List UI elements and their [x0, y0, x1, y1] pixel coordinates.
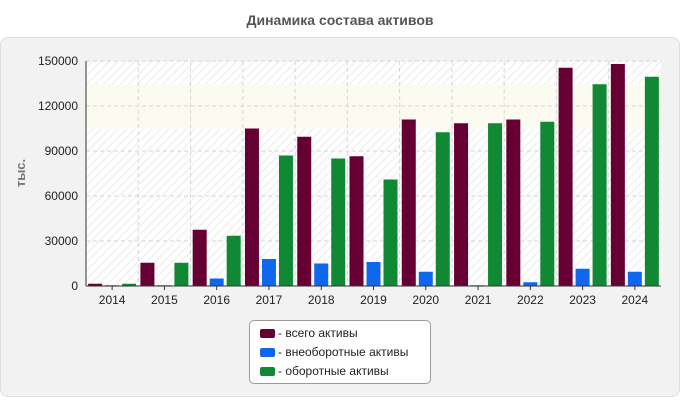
bar-total-2014 [88, 283, 103, 286]
legend-item-total: - всего активы [260, 325, 358, 341]
bar-noncurrent-2024 [627, 271, 642, 286]
legend-swatch-noncurrent [260, 347, 275, 357]
bar-noncurrent-2023 [575, 268, 590, 286]
x-tick-label: 2017 [256, 293, 283, 307]
legend-label-noncurrent: - внеоборотные активы [278, 345, 409, 359]
x-tick-label: 2015 [151, 293, 178, 307]
bar-total-2017 [244, 128, 259, 286]
y-tick-label: 0 [71, 279, 78, 293]
legend-item-current: - оборотные активы [260, 363, 389, 379]
x-tick-label: 2022 [517, 293, 544, 307]
bar-total-2016 [192, 229, 207, 286]
bar-current-2016 [226, 235, 241, 286]
legend-label-total: - всего активы [278, 326, 358, 340]
bar-total-2015 [140, 262, 155, 286]
x-tick-label: 2014 [99, 293, 126, 307]
y-axis-label: тыс. [13, 159, 28, 187]
bar-current-2019 [383, 179, 398, 286]
legend-swatch-current [260, 366, 275, 376]
bar-noncurrent-2019 [366, 262, 381, 286]
y-tick-label: 90000 [45, 144, 79, 158]
x-tick-label: 2018 [308, 293, 335, 307]
y-tick-label: 30000 [45, 234, 79, 248]
x-tick-label: 2021 [465, 293, 492, 307]
y-tick-label: 150000 [38, 54, 78, 68]
bar-current-2018 [331, 158, 346, 286]
bar-current-2017 [278, 155, 293, 286]
x-tick-label: 2019 [360, 293, 387, 307]
bar-current-2023 [592, 84, 607, 286]
bar-total-2023 [558, 67, 573, 286]
bar-current-2020 [435, 132, 450, 286]
y-tick-label: 60000 [45, 189, 79, 203]
legend-item-noncurrent: - внеоборотные активы [260, 344, 408, 360]
bar-total-2022 [506, 119, 521, 286]
x-tick-label: 2016 [203, 293, 230, 307]
bar-current-2014 [122, 283, 137, 286]
legend-label-current: - оборотные активы [278, 364, 389, 378]
y-tick-label: 120000 [38, 99, 78, 113]
x-tick-label: 2024 [622, 293, 649, 307]
bar-total-2020 [401, 119, 416, 286]
bar-noncurrent-2016 [209, 278, 224, 286]
x-tick-label: 2020 [412, 293, 439, 307]
bar-current-2024 [644, 76, 659, 286]
chart-legend: - всего активы - внеоборотные активы - о… [249, 320, 431, 384]
legend-swatch-total [260, 328, 275, 338]
bar-current-2015 [174, 262, 189, 286]
bar-current-2022 [540, 121, 555, 286]
x-tick-label: 2023 [569, 293, 596, 307]
bar-total-2018 [297, 136, 312, 286]
bar-total-2024 [610, 64, 625, 286]
bar-noncurrent-2018 [314, 263, 329, 286]
bar-noncurrent-2017 [261, 259, 276, 286]
chart-title: Динамика состава активов [246, 12, 434, 28]
bar-noncurrent-2020 [418, 271, 433, 286]
bar-total-2021 [454, 123, 469, 286]
bar-noncurrent-2022 [523, 282, 538, 286]
bar-current-2021 [488, 123, 503, 286]
bar-total-2019 [349, 156, 364, 286]
